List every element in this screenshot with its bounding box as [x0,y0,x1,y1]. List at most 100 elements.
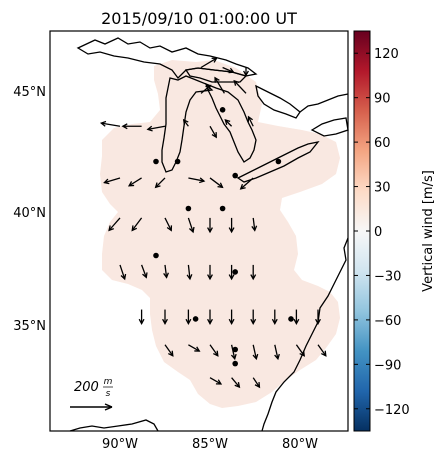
lon-label-90: 90°W [102,437,138,452]
wind-arrow [186,264,193,281]
wind-arrow [188,177,206,184]
lake-huron-coast [204,82,257,163]
wind-arrow [163,264,169,279]
station-dot [185,205,192,212]
scale-unit-denominator: s [106,389,111,399]
lake-erie-coast [236,141,320,183]
wind-arrow [214,76,225,94]
wind-arrow [224,119,233,127]
atlantic-coast [261,237,349,432]
wind-arrow [231,377,241,389]
wind-arrow [222,66,235,74]
wind-arrow [200,57,218,69]
wind-arrow [228,217,235,234]
map-title: 2015/09/10 01:00:00 UT [101,9,297,28]
wind-arrow [182,118,189,127]
station-dot [192,316,199,322]
wind-arrow [146,125,166,132]
station-dot [219,205,226,212]
wind-arrow [250,309,257,325]
colorbar-label: Vertical wind [m/s] [421,170,436,292]
wind-arrow [271,309,278,325]
wind-arrow [250,264,257,281]
lat-labels: 45°N 40°N 35°N [13,85,46,334]
colorbar-tick-label: 60 [374,136,391,151]
station-dot [153,252,159,259]
wind-arrow [108,217,121,232]
lake-ontario-coast [310,117,349,137]
lon-label-80: 80°W [282,437,318,452]
wind-arrow [140,264,148,279]
lon-label-85: 85°W [192,437,228,452]
station-dot [275,158,282,165]
station-dot [232,172,238,179]
wind-arrow [239,177,254,190]
wind-arrow [207,264,213,281]
wind-arrow [317,344,327,357]
wind-arrow [293,309,300,325]
upper-peninsula-coast [184,67,248,83]
wind-arrow [103,177,121,185]
wind-arrow [209,344,219,357]
wind-arrow [243,67,249,77]
station-dot [288,316,294,322]
scale-unit-numerator: m [104,377,113,387]
station-markers [153,107,294,367]
wind-arrow [228,309,235,325]
colorbar-ticks: 120 90 60 30 0 −30 −60 −90 −120 [354,47,410,418]
wind-arrow [127,177,142,187]
station-dot [232,346,238,353]
wind-arrow [131,217,143,232]
colorbar-tick-label: 90 [374,92,391,107]
vertical-wind-field [100,60,340,408]
wind-arrow [164,344,174,357]
colorbar: 120 90 60 30 0 −30 −60 −90 −120 Vertical wind [m… [353,30,436,432]
wind-arrow [99,120,121,127]
lat-label-40: 40°N [13,206,46,221]
wind-arrow [295,344,305,357]
station-dot [232,269,238,275]
wind-arrow [230,344,237,361]
colorbar-tick-label: 120 [374,47,399,62]
colorbar-tick-label: 30 [374,181,391,196]
lon-labels: 90°W 85°W 80°W [102,437,318,452]
wind-arrow [209,177,224,189]
wind-arrow [138,309,145,325]
map-frame [49,30,349,432]
wind-arrow [207,309,213,325]
wind-field-region [100,60,340,408]
wind-arrow [185,309,192,325]
scale-arrow-head [104,403,113,411]
wind-arrow [251,217,258,232]
lat-label-35: 35°N [13,319,46,334]
wind-arrow [119,264,127,281]
colorbar-tick-label: 0 [374,225,382,240]
colorbar-tick-label: −30 [374,269,401,284]
lat-label-45: 45°N [13,85,46,100]
wind-arrow [233,79,247,94]
wind-arrow [274,344,280,361]
lake-michigan-coast [161,75,214,173]
lake-superior-coast [76,37,258,79]
station-dot [174,158,181,165]
wind-arrow [247,115,254,127]
wind-arrow [252,344,259,361]
station-dot [219,107,226,113]
gulf-coast [69,419,159,432]
wind-arrow [187,217,195,234]
wind-arrow [209,125,217,139]
station-dot [153,158,159,165]
st-lawrence-coast [299,93,349,113]
wind-vectors [99,57,327,389]
wind-arrow [228,264,235,281]
map-axes: 45°N 40°N 35°N 90°W 85°W 80°W [13,85,318,452]
wind-arrow [121,123,142,130]
wind-arrow [200,84,212,94]
wind-arrow [188,344,201,352]
coastlines [69,37,349,432]
colorbar-tick-label: −120 [374,403,410,418]
scale-label: 200 [74,380,99,395]
wind-arrow [154,177,166,189]
wind-arrow [252,377,261,389]
wind-arrow [209,377,223,385]
